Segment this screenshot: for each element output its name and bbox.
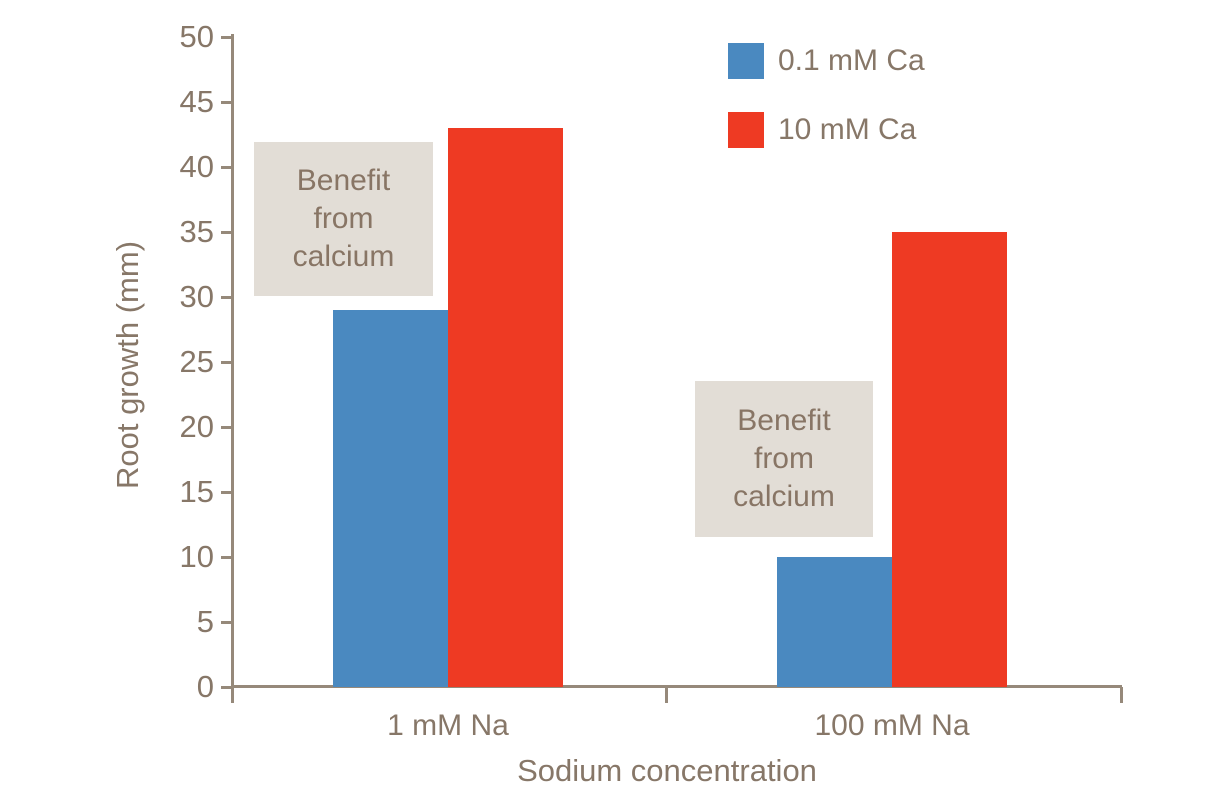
legend-label: 10 mM Ca: [778, 113, 917, 146]
y-tick-label: 50: [179, 19, 214, 54]
y-tick-label: 25: [179, 344, 214, 379]
y-tick-label: 45: [179, 84, 214, 119]
legend-swatch: [728, 43, 764, 79]
y-tick-mark: [221, 296, 233, 299]
y-axis-line: [231, 34, 234, 703]
x-tick-mark: [665, 687, 668, 703]
y-tick-mark: [221, 686, 233, 689]
y-tick-mark: [221, 361, 233, 364]
y-tick-mark: [221, 101, 233, 104]
y-tick-label: 10: [179, 539, 214, 574]
annotation-benefit-from-calcium: Benefit from calcium: [695, 381, 873, 537]
y-tick-mark: [221, 621, 233, 624]
annotation-benefit-from-calcium: Benefit from calcium: [254, 142, 433, 296]
y-tick-label: 40: [179, 149, 214, 184]
x-axis-line: [231, 685, 1122, 688]
legend: 0.1 mM Ca 10 mM Ca: [728, 43, 925, 181]
x-axis-title: Sodium concentration: [517, 753, 817, 788]
bar-0.1-mm-ca-100-mm-na: [777, 557, 892, 687]
x-category-label: 100 mM Na: [814, 709, 970, 742]
x-category-label: 1 mM Na: [387, 709, 509, 742]
y-tick-label: 5: [196, 604, 214, 639]
legend-item: 0.1 mM Ca: [728, 43, 925, 79]
y-tick-label: 15: [179, 474, 214, 509]
y-tick-mark: [221, 426, 233, 429]
legend-swatch: [728, 112, 764, 148]
legend-label: 0.1 mM Ca: [778, 44, 925, 77]
y-tick-label: 35: [179, 214, 214, 249]
bar-10-mm-ca-100-mm-na: [892, 232, 1007, 687]
y-tick-mark: [221, 231, 233, 234]
y-tick-mark: [221, 166, 233, 169]
y-tick-mark: [221, 36, 233, 39]
x-tick-mark: [1120, 687, 1123, 703]
y-tick-mark: [221, 556, 233, 559]
y-tick-label: 20: [179, 409, 214, 444]
legend-item: 10 mM Ca: [728, 112, 925, 148]
y-tick-label: 30: [179, 279, 214, 314]
bar-10-mm-ca-1-mm-na: [448, 128, 563, 687]
y-tick-mark: [221, 491, 233, 494]
bar-0.1-mm-ca-1-mm-na: [333, 310, 448, 687]
y-tick-label: 0: [196, 669, 214, 704]
